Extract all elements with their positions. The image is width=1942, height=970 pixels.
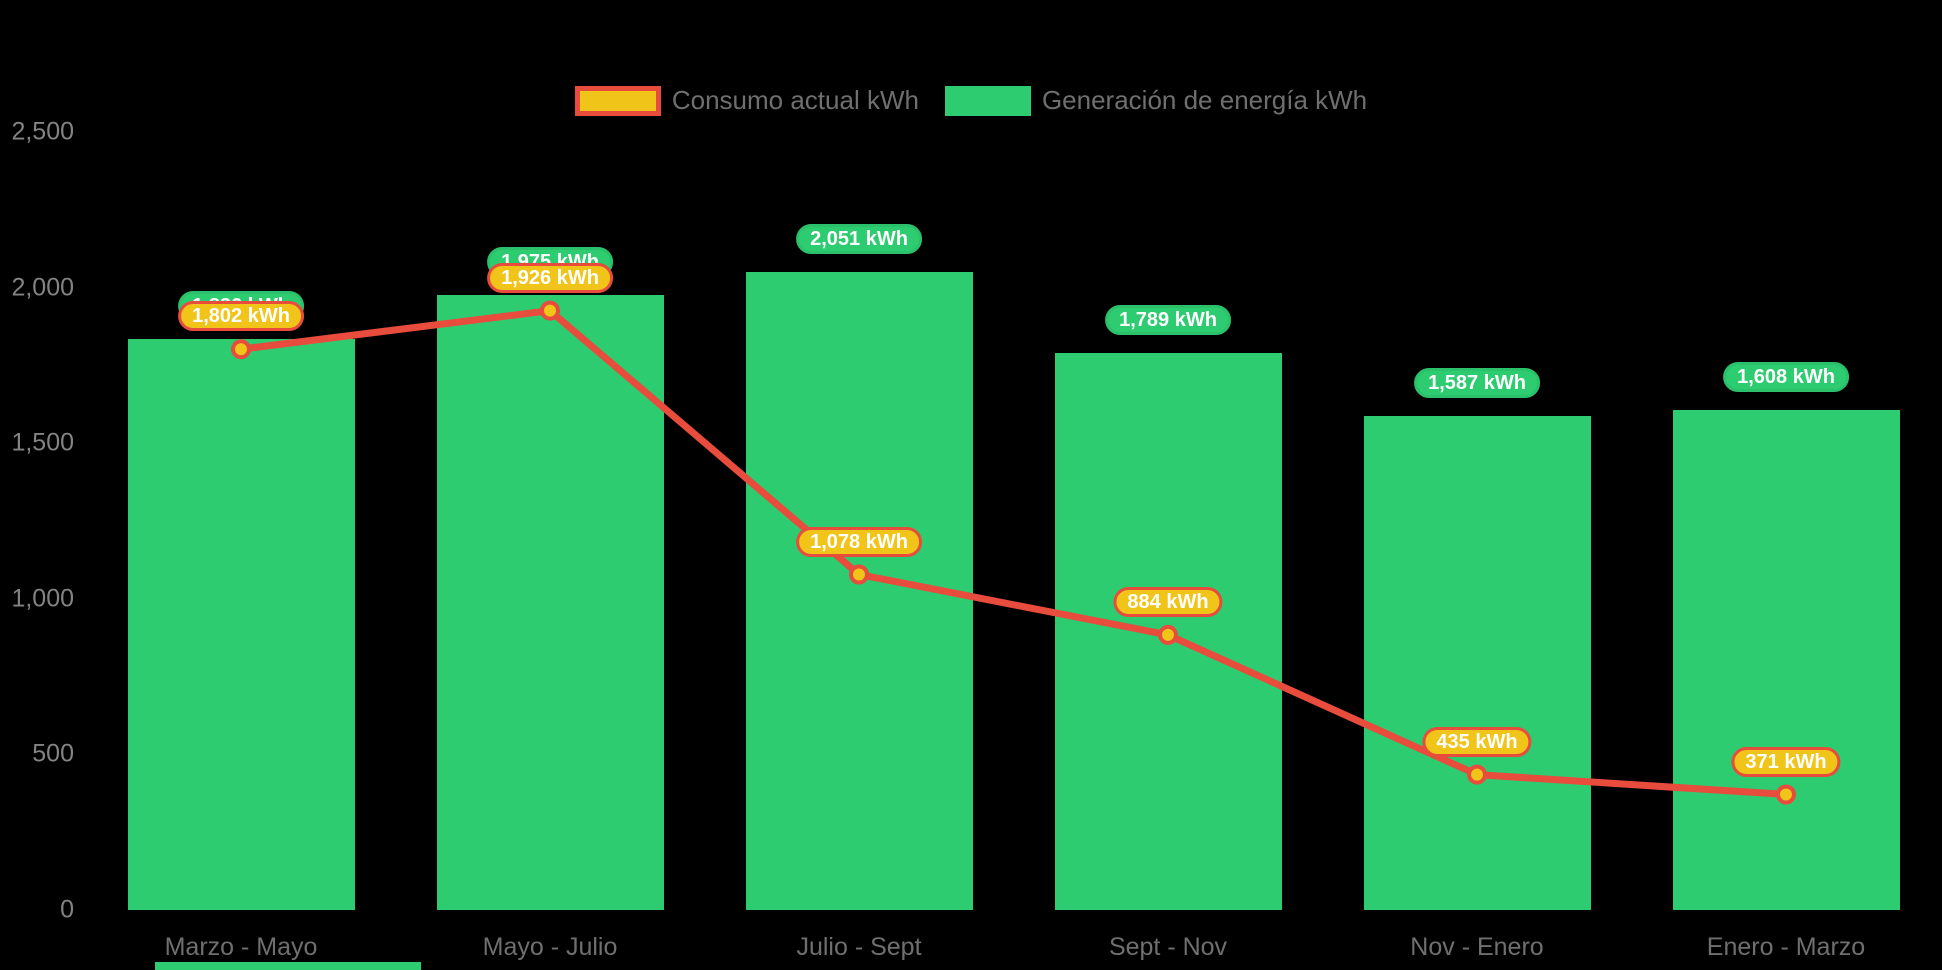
line-point[interactable] <box>849 564 869 585</box>
x-category-label: Mayo - Julio <box>482 933 618 961</box>
bar-Enero - Marzo[interactable] <box>1672 409 1900 910</box>
bar-Marzo - Mayo[interactable] <box>127 338 355 910</box>
line-value-label: 371 kWh <box>1731 746 1841 777</box>
bar-Nov - Enero[interactable] <box>1363 416 1591 910</box>
line-value-label: 1,926 kWh <box>487 262 613 293</box>
line-point[interactable] <box>540 300 560 321</box>
bar-value-label: 1,608 kWh <box>1723 361 1849 392</box>
line-value-label: 1,802 kWh <box>178 301 304 332</box>
legend-item-generacion[interactable]: Generación de energía kWh <box>944 85 1368 116</box>
line-value-label: 884 kWh <box>1113 586 1223 617</box>
x-category-label: Enero - Marzo <box>1706 933 1866 961</box>
x-category-label: Marzo - Mayo <box>164 933 318 961</box>
x-category-label: Julio - Sept <box>796 933 922 961</box>
y-tick-label: 0 <box>60 895 74 924</box>
line-point[interactable] <box>1158 624 1178 645</box>
bar-value-label: 2,051 kWh <box>796 223 922 254</box>
x-category-label: Sept - Nov <box>1108 933 1228 961</box>
clipped-bar-fragment <box>155 962 421 970</box>
legend-label-generacion: Generación de energía kWh <box>1041 85 1368 115</box>
bar-Mayo - Julio[interactable] <box>436 295 664 910</box>
y-tick-label: 1,000 <box>11 584 74 613</box>
legend-item-consumo[interactable]: Consumo actual kWh <box>574 85 919 116</box>
bar-value-label: 1,789 kWh <box>1105 305 1231 336</box>
line-point[interactable] <box>1776 784 1796 805</box>
line-point[interactable] <box>1467 764 1487 785</box>
bar-value-label: 1,587 kWh <box>1414 368 1540 399</box>
line-value-label: 1,078 kWh <box>796 526 922 557</box>
y-tick-label: 500 <box>32 739 74 768</box>
y-tick-label: 2,000 <box>11 273 74 302</box>
bar-Julio - Sept[interactable] <box>745 271 973 910</box>
y-tick-label: 1,500 <box>11 428 74 457</box>
legend-label-consumo: Consumo actual kWh <box>671 85 919 115</box>
x-category-label: Nov - Enero <box>1410 933 1544 961</box>
chart-legend: Consumo actual kWh Generación de energía… <box>0 85 1942 116</box>
y-tick-label: 2,500 <box>11 117 74 146</box>
consumo-swatch-icon <box>574 85 661 116</box>
line-point[interactable] <box>231 339 251 360</box>
line-value-label: 435 kWh <box>1422 726 1532 757</box>
generacion-swatch-icon <box>944 85 1031 116</box>
